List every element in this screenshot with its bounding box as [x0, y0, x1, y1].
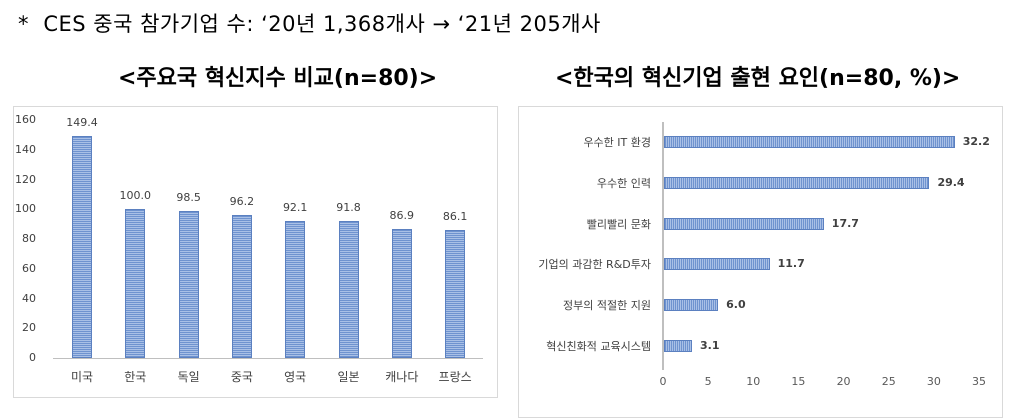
bar [445, 229, 466, 358]
bar [285, 221, 306, 358]
bar-value-label: 32.2 [962, 135, 990, 148]
y-tick-label: 40 [22, 291, 36, 305]
bar [72, 135, 92, 358]
left-chart-title: <주요국 혁신지수 비교(n=80)> [118, 66, 438, 91]
y-tick-label: 60 [22, 261, 36, 275]
x-axis-line [53, 358, 483, 359]
bar-value-label: 92.1 [282, 201, 308, 214]
y-tick-label: 100 [15, 202, 36, 216]
bar [338, 221, 359, 358]
bar-value-label: 29.4 [937, 175, 965, 189]
bar [231, 214, 252, 358]
y-tick-label: 20 [22, 321, 36, 335]
bar [664, 217, 824, 230]
bar-value-label: 86.9 [389, 208, 415, 222]
x-tick-label: 35 [972, 375, 986, 388]
x-tick-label: 15 [791, 375, 806, 388]
category-label: 혁신친화적 교육시스템 [546, 340, 651, 353]
bar-value-label: 11.7 [777, 257, 805, 271]
y-tick-label: 140 [15, 142, 36, 156]
category-label: 한국 [124, 370, 147, 384]
y-tick-label: 80 [22, 232, 36, 245]
y-axis-line [662, 122, 664, 370]
category-label: 우수한 인력 [596, 176, 651, 190]
bar [664, 136, 955, 148]
bar-value-label: 91.8 [336, 201, 361, 215]
x-tick-label: 0 [659, 375, 667, 388]
x-tick-label: 25 [881, 375, 896, 388]
category-label: 영국 [284, 370, 307, 384]
category-label: 중국 [230, 370, 253, 384]
x-tick-label: 5 [704, 375, 712, 388]
x-tick-label: 10 [746, 375, 761, 388]
category-label: 독일 [177, 370, 200, 384]
bar-value-label: 149.4 [66, 115, 98, 129]
y-tick-label: 120 [15, 172, 36, 186]
left-chart-frame [13, 106, 498, 398]
right-chart-title: <한국의 혁신기업 출현 요인(n=80, %)> [555, 66, 961, 91]
category-label: 프랑스 [438, 370, 472, 384]
note-text: * CES 중국 참가기업 수: ‘20년 1,368개사 → ‘21년 205… [18, 12, 601, 36]
bar-value-label: 3.1 [699, 339, 720, 352]
bar [664, 340, 692, 352]
bar-value-label: 100.0 [119, 189, 152, 203]
bar-value-label: 86.1 [442, 209, 468, 223]
category-label: 미국 [70, 370, 94, 384]
bar [664, 258, 770, 271]
x-tick-label: 20 [836, 375, 851, 388]
category-label: 정부의 적절한 지원 [563, 299, 651, 313]
bar-value-label: 98.5 [176, 191, 201, 205]
category-label: 일본 [337, 370, 360, 384]
bar [178, 211, 199, 358]
category-label: 기업의 과감한 R&D투자 [538, 258, 651, 272]
y-tick-label: 0 [29, 351, 36, 364]
bar-value-label: 96.2 [229, 194, 255, 208]
bar [391, 228, 412, 358]
bar-value-label: 17.7 [831, 216, 859, 230]
bar [664, 176, 930, 189]
category-label: 빨리빨리 문화 [586, 217, 651, 231]
category-label: 캐나다 [385, 370, 419, 384]
x-tick-label: 30 [926, 375, 941, 388]
category-label: 우수한 IT 환경 [583, 136, 651, 149]
bar-value-label: 6.0 [726, 298, 746, 312]
bar [664, 299, 719, 312]
y-tick-label: 160 [15, 113, 36, 126]
bar [125, 209, 146, 358]
